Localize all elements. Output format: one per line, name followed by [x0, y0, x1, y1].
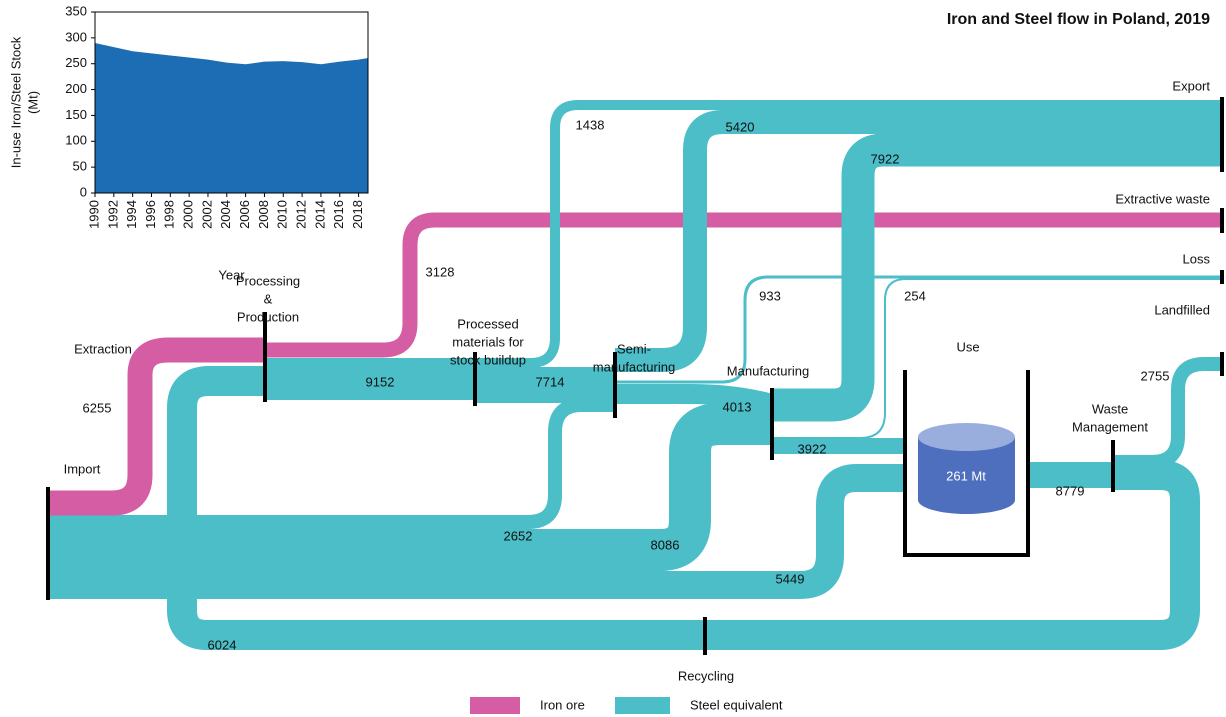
node-label: Extraction [74, 341, 132, 356]
node-label: Export [1172, 78, 1210, 93]
node-label: materials for [452, 334, 524, 349]
flow-2755 [1112, 357, 1222, 469]
flow-933 [615, 275, 1222, 384]
x-tick-label: 2014 [312, 200, 327, 229]
flow-label: 8086 [651, 537, 680, 552]
stock-cylinder [918, 437, 1015, 514]
flow-1438 [475, 100, 1222, 368]
y-tick-label: 200 [65, 81, 87, 96]
flow-label: 3128 [426, 264, 455, 279]
flow-label: 2755 [1141, 368, 1170, 383]
stock-cylinder-top [918, 423, 1015, 451]
node-label: Import [64, 461, 101, 476]
flow-label: 933 [759, 288, 781, 303]
y-axis-label: In-use Iron/Steel Stock [8, 36, 23, 168]
flow-label: 9152 [366, 374, 395, 389]
x-tick-label: 1996 [143, 200, 158, 229]
legend-swatch [470, 697, 520, 714]
flow-label: 5449 [776, 571, 805, 586]
y-tick-label: 100 [65, 133, 87, 148]
x-tick-label: 2016 [331, 200, 346, 229]
node-label: Recycling [678, 668, 734, 683]
x-tick-label: 2012 [294, 200, 309, 229]
legend-swatch [615, 697, 670, 714]
node-label: Production [237, 309, 299, 324]
flow-label: 2652 [504, 528, 533, 543]
plot-frame [94, 11, 369, 194]
flow-label: 3922 [798, 441, 827, 456]
flow-8086 [48, 403, 772, 571]
flow-label: 7714 [536, 374, 565, 389]
y-tick-label: 300 [65, 29, 87, 44]
node-label: Landfilled [1154, 302, 1210, 317]
x-tick-label: 1998 [162, 200, 177, 229]
y-tick-label: 350 [65, 3, 87, 18]
labels: Extraction Import Processing & Production Pro… [64, 78, 1211, 683]
flow-label: 6024 [208, 637, 237, 652]
flow-4013 [615, 384, 775, 414]
nodes: 261 Mt [46, 97, 1224, 655]
node-label: Semi- [617, 341, 651, 356]
inset-chart: 0 50 100 150 200 250 300 350 1990 1992 1994 1996 199… [8, 3, 369, 282]
legend: Iron ore Steel equivalent [470, 697, 783, 714]
flow-extraction [48, 337, 265, 516]
node-label: manufacturing [593, 359, 675, 374]
stock-label: 261 Mt [946, 468, 986, 483]
node-label: & [264, 291, 273, 306]
y-tick-label: 250 [65, 55, 87, 70]
flow-2652 [48, 398, 615, 529]
x-tick-label: 2010 [275, 200, 290, 229]
node-label: Use [956, 339, 979, 354]
use-box [903, 370, 1030, 557]
x-tick-label: 2018 [350, 200, 365, 229]
x-tick-label: 2004 [218, 200, 233, 229]
flow-label: 6255 [83, 400, 112, 415]
x-tick-label: 2002 [199, 200, 214, 229]
flow-label: 254 [904, 288, 926, 303]
flow-254 [772, 278, 1222, 439]
node-label: Waste [1092, 401, 1128, 416]
x-tick-label: 1992 [105, 200, 120, 229]
x-tick-label: 1990 [86, 200, 101, 229]
flow-recycling [167, 366, 1200, 650]
y-tick-label: 150 [65, 107, 87, 122]
flow-label: 7922 [871, 151, 900, 166]
node-label: Processing [236, 273, 300, 288]
node-label: Processed [457, 316, 518, 331]
sankey-flows [48, 100, 1222, 650]
title: Iron and Steel flow in Poland, 2019 [947, 11, 1210, 28]
node-label: Manufacturing [727, 363, 809, 378]
legend-label: Steel equivalent [690, 697, 783, 712]
area [95, 43, 368, 194]
node-label: Loss [1183, 251, 1211, 266]
legend-label: Iron ore [540, 697, 585, 712]
flow-label: 4013 [723, 399, 752, 414]
flow-5420 [615, 110, 1222, 372]
x-tick-label: 2000 [181, 200, 196, 229]
x-tick-label: 2006 [237, 200, 252, 229]
y-tick-label: 0 [80, 184, 87, 199]
node-label: Extractive waste [1115, 191, 1210, 206]
flow-extractive-waste [265, 212, 1222, 358]
y-tick-label: 50 [73, 159, 87, 174]
flow-label: 5420 [726, 119, 755, 134]
y-axis-label: (Mt) [25, 91, 40, 114]
flow-5449 [48, 464, 905, 599]
x-tick-label: 2008 [256, 200, 271, 229]
flow-label: 8779 [1056, 483, 1085, 498]
x-tick-label: 1994 [124, 200, 139, 229]
x-axis-label: Year [218, 267, 245, 282]
node-label: Management [1072, 419, 1148, 434]
flow-label: 1438 [576, 117, 605, 132]
node-label: stock buildup [450, 352, 526, 367]
